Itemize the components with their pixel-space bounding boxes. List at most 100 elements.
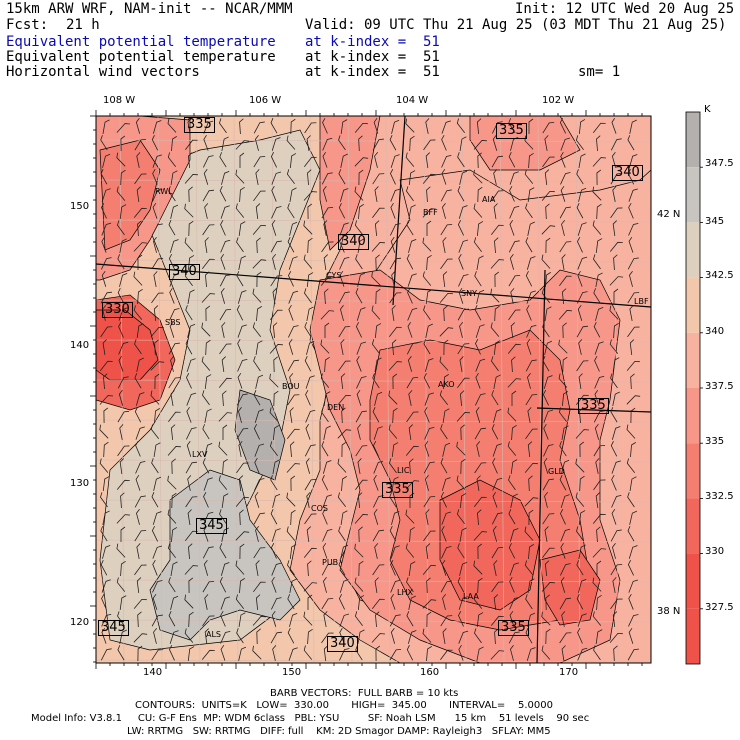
wind-barb-shaft bbox=[611, 474, 617, 491]
wind-barb-shaft bbox=[372, 173, 385, 185]
wind-barb bbox=[201, 293, 216, 303]
wind-barb bbox=[510, 288, 515, 304]
wind-barb-shaft bbox=[507, 343, 521, 354]
model-info-line-1: Model Info: V3.8.1 CU: G-F Ens MP: WDM 6… bbox=[31, 713, 590, 724]
region-below-330 bbox=[96, 309, 159, 381]
wind-barb bbox=[527, 373, 531, 389]
wind-barb-shaft bbox=[287, 594, 295, 610]
wind-barb bbox=[524, 560, 534, 575]
wind-barb-shaft bbox=[509, 205, 520, 219]
wind-barb-shaft bbox=[339, 270, 345, 287]
wind-barb bbox=[340, 510, 348, 525]
wind-barb-shaft bbox=[456, 509, 465, 525]
wind-barb bbox=[357, 424, 362, 440]
wind-barb bbox=[120, 169, 126, 186]
wind-barb bbox=[337, 394, 351, 405]
wind-barb bbox=[424, 358, 434, 372]
wind-barb-shaft bbox=[491, 581, 504, 593]
wind-barb-shaft bbox=[407, 307, 418, 321]
wind-barb bbox=[255, 526, 260, 542]
wind-barb-shaft bbox=[152, 120, 162, 134]
wind-barb-shaft bbox=[457, 543, 465, 559]
wind-barb-shaft bbox=[339, 188, 349, 202]
wind-barb-shaft bbox=[440, 615, 453, 627]
wind-barb-shaft bbox=[541, 645, 551, 660]
wind-barb-shaft bbox=[202, 580, 215, 593]
wind-barb bbox=[101, 188, 111, 202]
wind-barb bbox=[339, 613, 350, 627]
wind-barb bbox=[186, 427, 197, 440]
wind-barb bbox=[202, 189, 215, 202]
wind-barb bbox=[442, 408, 450, 423]
wind-barb-shaft bbox=[289, 187, 297, 202]
wind-barb-shaft bbox=[491, 512, 503, 525]
wind-barb-shaft bbox=[323, 254, 328, 270]
wind-barb bbox=[184, 594, 194, 609]
wind-barb bbox=[170, 595, 179, 610]
smoothing-label: sm= 1 bbox=[578, 64, 621, 80]
wind-barb-shaft bbox=[221, 170, 230, 185]
wind-barb bbox=[375, 645, 381, 662]
colorbar bbox=[685, 111, 703, 665]
wind-barb bbox=[473, 560, 483, 575]
wind-barb bbox=[458, 610, 464, 627]
wind-barb-shaft bbox=[542, 513, 555, 525]
wind-barb-shaft bbox=[340, 153, 348, 168]
wind-barb-shaft bbox=[596, 135, 601, 152]
wind-barb-shaft bbox=[236, 393, 248, 406]
wind-barb-shaft bbox=[473, 531, 488, 541]
wind-barb-shaft bbox=[254, 491, 260, 508]
wind-barb-shaft bbox=[388, 424, 398, 439]
station-label: CYS bbox=[326, 271, 342, 280]
wind-barb-shaft bbox=[185, 305, 193, 321]
wind-barb bbox=[596, 594, 602, 611]
wind-barb-shaft bbox=[136, 509, 140, 525]
wind-barb-shaft bbox=[579, 441, 585, 458]
station-label: DEN bbox=[327, 403, 345, 412]
wind-barb bbox=[238, 475, 244, 492]
wind-barb bbox=[238, 255, 246, 270]
wind-barb-shaft bbox=[559, 206, 571, 219]
wind-barb-shaft bbox=[252, 288, 262, 303]
wind-barb-shaft bbox=[286, 492, 296, 507]
wind-barb-shaft bbox=[613, 288, 619, 304]
wind-barb bbox=[526, 647, 536, 661]
wind-barb-shaft bbox=[423, 139, 436, 151]
wind-barb bbox=[509, 219, 515, 236]
wind-barb-shaft bbox=[289, 578, 297, 593]
wind-barb bbox=[323, 254, 328, 270]
wind-barb bbox=[306, 492, 311, 508]
wind-barb-shaft bbox=[289, 153, 297, 169]
county-line bbox=[499, 116, 505, 663]
wind-barb-shaft bbox=[545, 237, 551, 254]
region-335-north bbox=[319, 116, 381, 251]
wind-barb-shaft bbox=[321, 241, 334, 253]
wind-barb-shaft bbox=[205, 305, 211, 322]
wind-barb bbox=[220, 219, 226, 236]
wind-barb-shaft bbox=[408, 595, 416, 610]
wind-barb bbox=[440, 580, 452, 593]
wind-barb bbox=[339, 188, 349, 202]
wind-barb bbox=[528, 118, 534, 134]
wind-barb bbox=[560, 137, 571, 151]
wind-barb-shaft bbox=[577, 270, 583, 287]
wind-barb bbox=[237, 372, 243, 389]
wind-barb bbox=[391, 119, 400, 134]
wind-barb bbox=[220, 644, 226, 661]
wind-barb-shaft bbox=[133, 633, 148, 643]
wind-barb bbox=[526, 290, 536, 304]
wind-barb-shaft bbox=[441, 477, 451, 491]
colorbar-swatch bbox=[686, 332, 700, 388]
wind-barb bbox=[270, 475, 278, 491]
wind-barb bbox=[375, 611, 380, 628]
contour-label: 330 bbox=[102, 302, 133, 318]
wind-barb bbox=[562, 356, 568, 373]
wind-barb-shaft bbox=[255, 340, 263, 355]
wind-barb bbox=[288, 325, 299, 338]
wind-barb bbox=[490, 615, 504, 626]
wind-barb bbox=[152, 559, 158, 576]
wind-barb bbox=[390, 168, 396, 185]
wind-barb bbox=[120, 492, 125, 509]
wind-barb bbox=[255, 169, 260, 185]
wind-barb-shaft bbox=[184, 565, 199, 575]
